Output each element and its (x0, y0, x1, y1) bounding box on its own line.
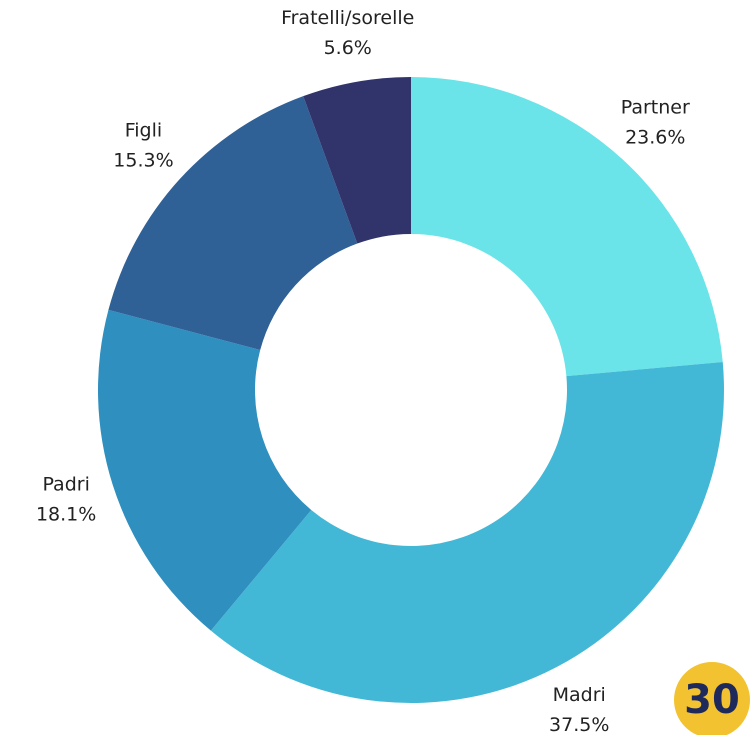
donut-slice (98, 309, 312, 631)
slice-value-label: 23.6% (625, 126, 685, 148)
badge-circle (674, 662, 750, 735)
slice-label: Figli (125, 120, 162, 142)
slice-value-label: 15.3% (113, 150, 173, 172)
donut-slice (210, 362, 725, 704)
slice-label: Madri (553, 684, 606, 706)
slice-value-label: 18.1% (36, 504, 96, 526)
donut-slice (108, 96, 358, 351)
badge: 30 (684, 677, 740, 723)
slice-label: Padri (42, 474, 89, 496)
donut-slice (411, 77, 723, 377)
donut-slice (303, 77, 411, 244)
slice-label: Partner (621, 96, 690, 118)
slice-label: Fratelli/sorelle (281, 7, 414, 29)
slice-value-label: 37.5% (549, 714, 609, 735)
slice-value-label: 5.6% (324, 37, 372, 59)
